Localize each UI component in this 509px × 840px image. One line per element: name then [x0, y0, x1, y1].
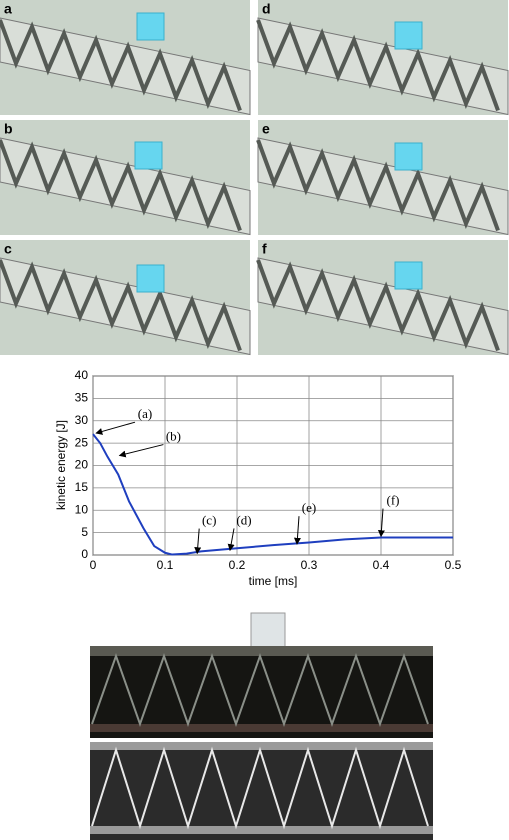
panel: d	[256, 0, 509, 116]
panel-label: d	[262, 1, 271, 17]
annotation-arrow	[194, 528, 202, 555]
annotation-arrow	[293, 516, 301, 545]
impactor-cube	[394, 142, 423, 171]
y-tick-label: 15	[75, 480, 89, 494]
annotation: (f)	[387, 493, 400, 508]
panel-label: f	[262, 241, 267, 257]
annotation: (d)	[236, 512, 251, 527]
impactor-cube	[394, 21, 423, 50]
core-band	[0, 257, 251, 356]
annotation-arrow	[95, 421, 136, 435]
impactor-cube	[136, 264, 165, 293]
y-tick-label: 35	[75, 391, 89, 405]
x-tick-label: 0	[90, 558, 97, 572]
photo-face-sheet	[90, 826, 433, 834]
panel: b	[0, 120, 251, 236]
y-tick-label: 10	[75, 502, 89, 516]
x-tick-label: 0.3	[301, 558, 318, 572]
photo-xray	[90, 742, 433, 840]
core-zigzag	[0, 259, 242, 352]
panel: f	[256, 240, 509, 356]
annotation-arrow	[227, 528, 235, 552]
core-zigzag	[0, 139, 242, 232]
panel-label: a	[4, 1, 12, 17]
chart: time [ms] kinetic energy [J] 0 5 10 15 20 25 3…	[54, 368, 461, 588]
photo-core	[91, 652, 429, 728]
annotation-arrow	[377, 508, 385, 538]
photo-core	[91, 746, 429, 830]
annotation: (e)	[302, 500, 316, 515]
impactor-cube	[134, 141, 163, 170]
core-band	[257, 17, 509, 116]
core-band	[257, 257, 509, 356]
annotation: (a)	[138, 406, 152, 421]
annotation: (b)	[166, 429, 181, 444]
specimen-cube	[250, 612, 286, 650]
x-tick-label: 0.4	[373, 558, 390, 572]
photo-face-sheet	[90, 724, 433, 732]
core-band	[257, 137, 509, 236]
x-axis-label: time [ms]	[249, 574, 298, 588]
y-tick-label: 0	[81, 547, 88, 561]
data-line	[92, 433, 453, 556]
panel-label: b	[4, 121, 13, 137]
photo-face-sheet	[90, 742, 433, 750]
core-zigzag	[256, 19, 500, 112]
impactor-cube	[136, 12, 165, 41]
x-tick-label: 0.1	[157, 558, 174, 572]
x-tick-label: 0.5	[445, 558, 462, 572]
impactor-cube	[394, 261, 423, 290]
core-band	[0, 137, 251, 236]
annotation: (c)	[202, 513, 216, 528]
y-tick-label: 30	[75, 413, 89, 427]
core-band	[0, 17, 251, 116]
panel: e	[256, 120, 509, 236]
core-zigzag	[256, 139, 500, 232]
panel: a	[0, 0, 251, 116]
core-zigzag	[0, 19, 242, 112]
y-tick-label: 20	[75, 458, 89, 472]
y-tick-label: 40	[75, 368, 89, 382]
y-tick-label: 5	[81, 525, 88, 539]
panel: c	[0, 240, 251, 356]
x-tick-label: 0.2	[229, 558, 246, 572]
panel-label: e	[262, 121, 270, 137]
photo-face-sheet	[90, 646, 433, 656]
annotation-arrow	[118, 444, 164, 458]
photographs	[90, 612, 433, 840]
y-axis-label: kinetic energy [J]	[54, 420, 68, 510]
core-zigzag	[256, 259, 500, 352]
simulation-panels: a b c d e f	[0, 0, 509, 356]
panel-label: c	[4, 241, 12, 257]
y-tick-label: 25	[75, 435, 89, 449]
